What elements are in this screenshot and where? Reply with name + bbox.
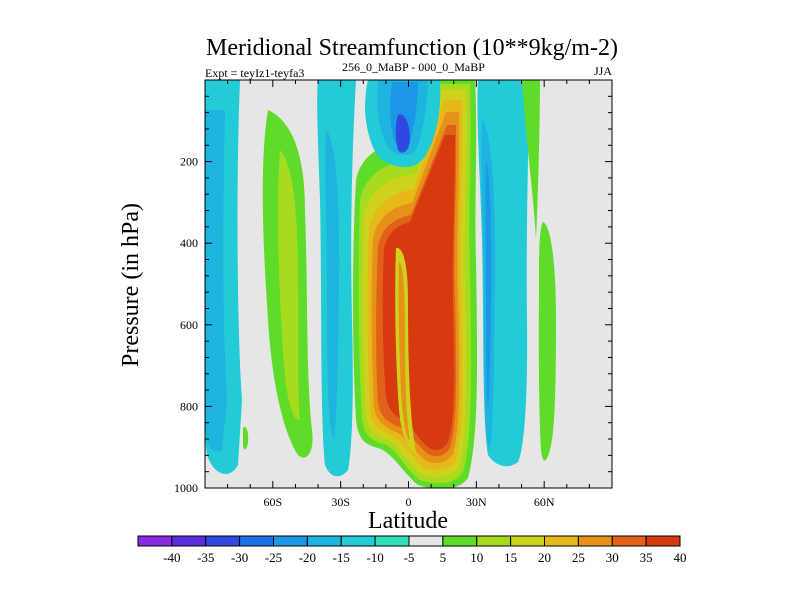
y-tick-label: 800 <box>180 399 198 413</box>
colorbar: -40 -35 -30 -25 -20 -15 -10 -5 5 10 15 20 25 30 35 40 <box>137 535 687 565</box>
contour-south-midlat-positive-core <box>278 150 300 420</box>
colorbar-label: 10 <box>470 550 483 565</box>
colorbar-label: -5 <box>404 550 415 565</box>
colorbar-label: -35 <box>197 550 214 565</box>
colorbar-label: 30 <box>606 550 619 565</box>
contour-upper-tropical-negative-30 <box>395 114 410 153</box>
colorbar-swatch <box>510 535 545 547</box>
chart-title: Meridional Streamfunction (10**9kg/m-2) <box>206 35 618 61</box>
colorbar-swatch <box>408 535 444 547</box>
y-tick-label: 600 <box>180 318 198 332</box>
colorbar-swatch <box>476 535 512 547</box>
colorbar-label: -20 <box>299 550 316 565</box>
colorbar-label: 25 <box>572 550 585 565</box>
x-axis-ticks: 60S 30S 0 30N 60N <box>204 80 613 509</box>
colorbar-label: -30 <box>231 550 248 565</box>
colorbar-label: 35 <box>640 550 653 565</box>
colorbar-swatch <box>239 535 274 547</box>
colorbar-label: 5 <box>440 550 447 565</box>
y-axis-ticks: 200 400 600 800 1000 <box>174 79 612 495</box>
colorbar-swatch <box>374 535 410 547</box>
chart-subtitle-left: Expt = teyIz1-teyfa3 <box>205 66 304 80</box>
x-axis-label: Latitude <box>368 508 448 534</box>
x-tick-label: 30S <box>331 495 350 509</box>
colorbar-swatch <box>205 535 241 547</box>
chart-season: JJA <box>594 64 612 78</box>
colorbar-label: -10 <box>366 550 383 565</box>
colorbar-swatch <box>340 535 376 547</box>
x-tick-label: 60S <box>263 495 282 509</box>
colorbar-label: -15 <box>333 550 350 565</box>
colorbar-label: -40 <box>163 550 180 565</box>
x-tick-label: 0 <box>406 495 412 509</box>
colorbar-label: 15 <box>504 550 517 565</box>
colorbar-label: 20 <box>538 550 551 565</box>
colorbar-label: -25 <box>265 550 282 565</box>
colorbar-swatch <box>544 535 579 547</box>
colorbar-swatch <box>171 535 207 547</box>
contour-north-midlat-upper-positive <box>522 80 540 240</box>
contour-south-subtropical-negative-core <box>325 130 340 440</box>
chart-subtitle-center: 256_0_MaBP - 000_0_MaBP <box>342 60 485 74</box>
x-tick-label: 30N <box>466 495 487 509</box>
contour-south-highlat-negative-core <box>205 110 227 452</box>
x-tick-label: 60N <box>534 495 555 509</box>
colorbar-swatch <box>137 535 173 547</box>
y-tick-label: 200 <box>180 155 198 169</box>
y-tick-label: 400 <box>180 236 198 250</box>
colorbar-swatch <box>442 535 478 547</box>
colorbar-swatch <box>611 535 647 547</box>
contour-north-subtropical-negative-inner <box>485 160 492 410</box>
colorbar-swatch <box>577 535 613 547</box>
contour-north-midlat-positive <box>538 222 556 461</box>
y-tick-label: 1000 <box>174 481 198 495</box>
colorbar-swatch <box>273 535 308 547</box>
contour-small-positive-patch <box>243 426 249 450</box>
colorbar-label: 40 <box>674 550 687 565</box>
colorbar-swatch <box>306 535 342 547</box>
contour-equatorial-notch-core <box>398 262 410 440</box>
contour-fill-group <box>205 80 556 488</box>
colorbar-swatch <box>645 535 681 547</box>
y-axis-label: Pressure (in hPa) <box>118 203 144 367</box>
